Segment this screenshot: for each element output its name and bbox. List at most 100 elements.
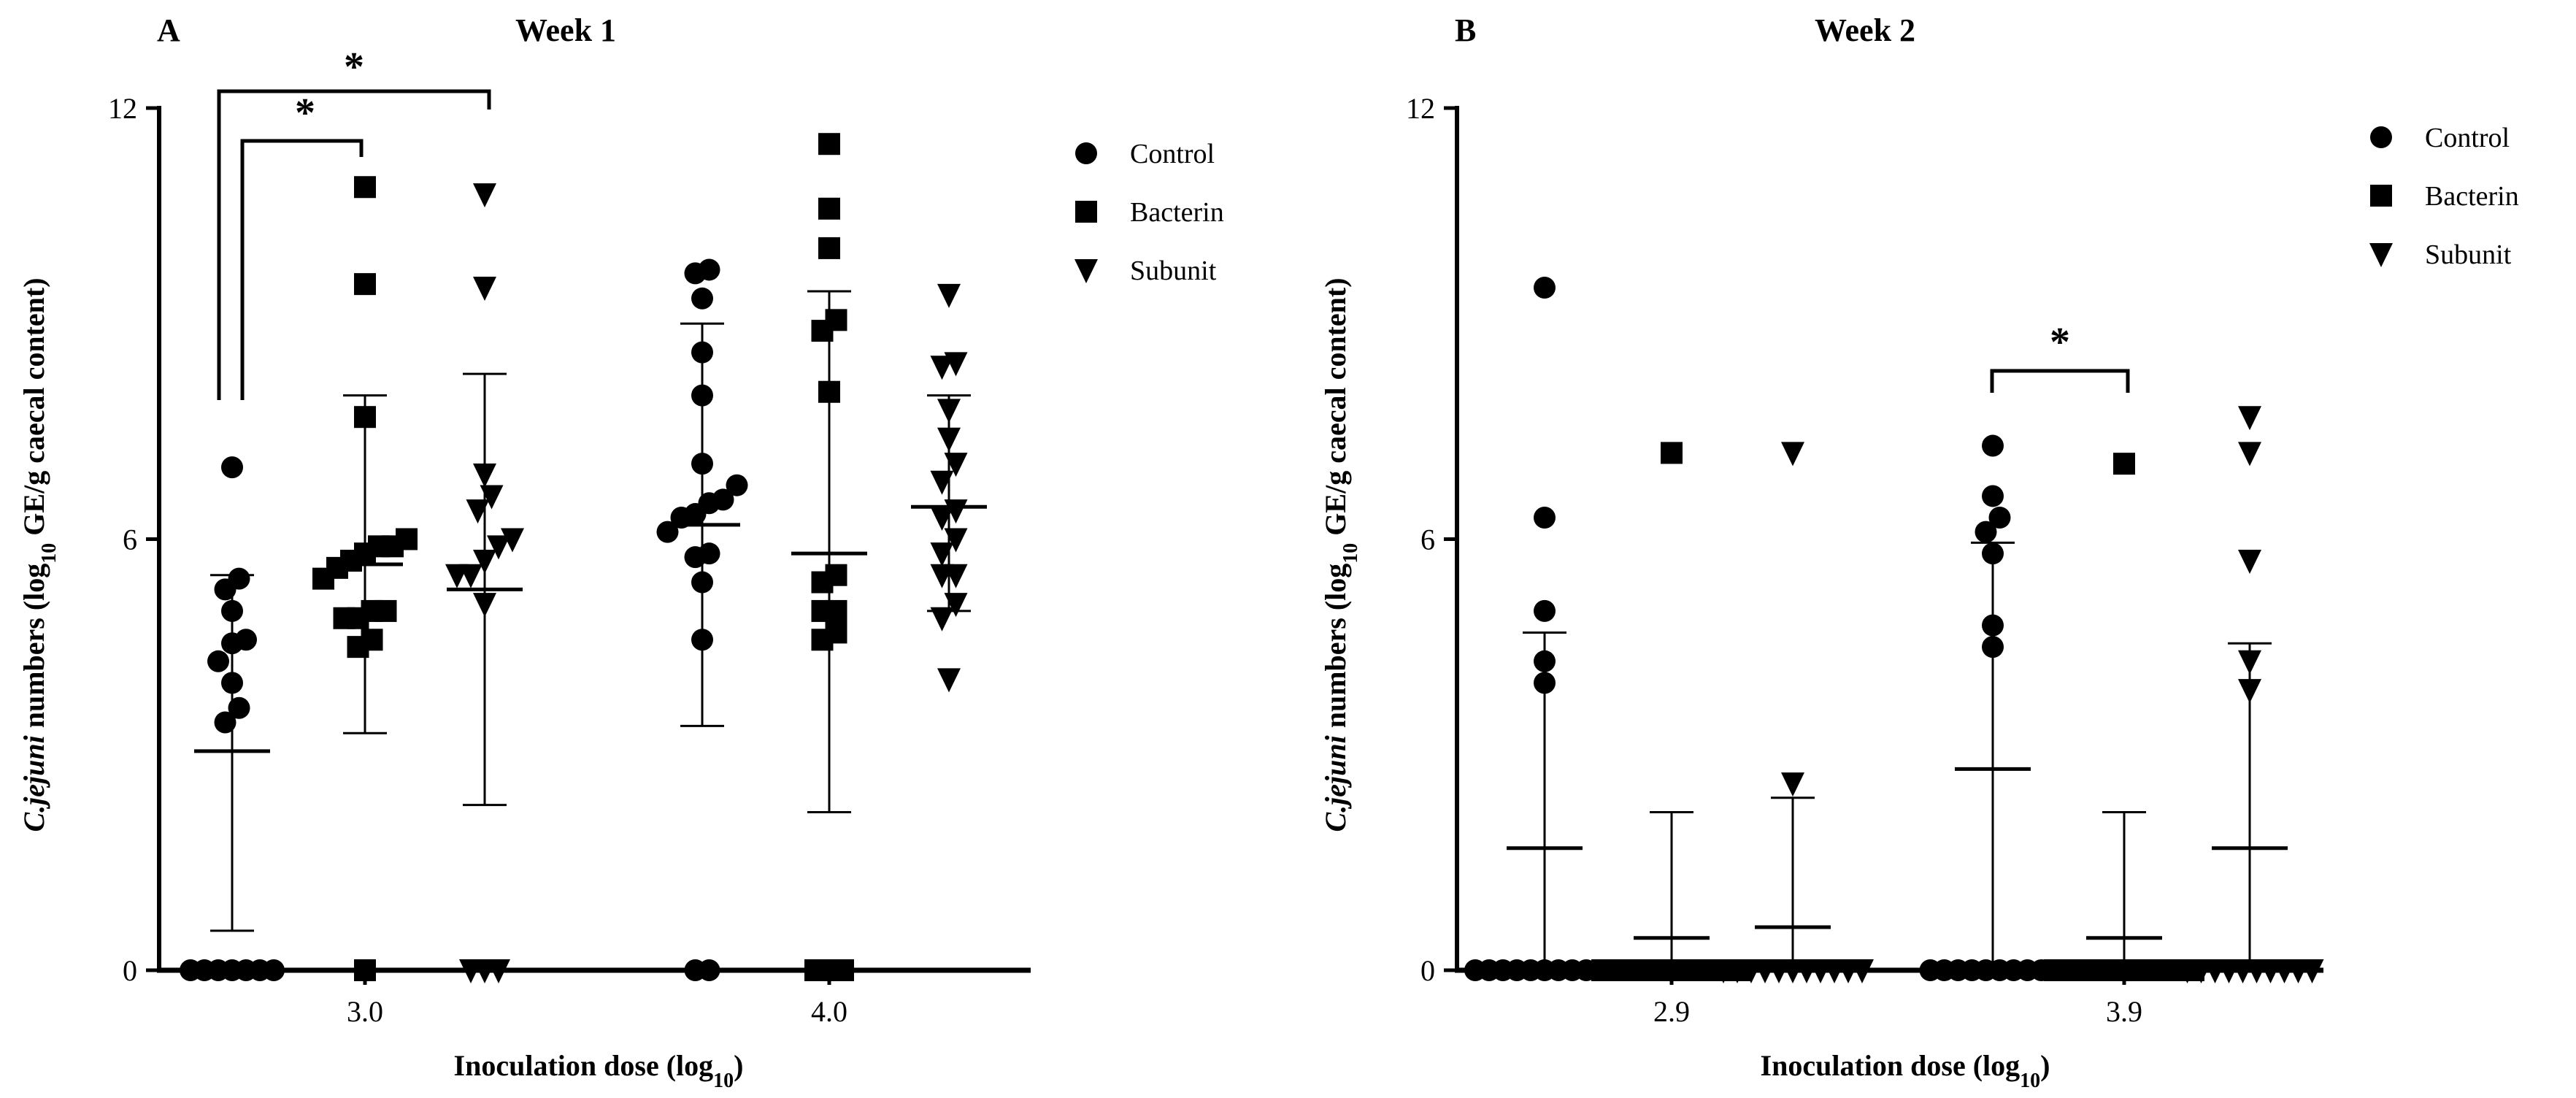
data-point	[354, 176, 376, 199]
data-point	[396, 528, 418, 550]
legend-marker-control	[1075, 142, 1097, 164]
legend-marker-control	[2370, 126, 2392, 148]
data-point	[2300, 959, 2324, 983]
data-point	[2238, 442, 2261, 467]
x-tick-label: 3.0	[347, 995, 383, 1028]
data-point	[818, 133, 840, 156]
data-point	[698, 959, 720, 981]
data-point	[2238, 550, 2261, 575]
significance-bracket: *	[240, 91, 364, 400]
chart-title: Week 1	[515, 12, 616, 48]
data-point	[459, 564, 482, 588]
legend-marker-bacterin	[1075, 201, 1097, 223]
data-point	[937, 283, 961, 308]
x-axis-label: Inoculation dose (log10)	[1761, 1049, 2050, 1092]
data-point	[374, 599, 397, 622]
significance-star: *	[344, 45, 364, 90]
data-point	[354, 273, 376, 296]
data-point	[501, 528, 524, 553]
data-point	[487, 535, 510, 560]
legend-label-subunit: Subunit	[1130, 256, 1217, 286]
data-point	[1781, 442, 1804, 467]
x-tick-label: 3.9	[2106, 995, 2142, 1028]
data-point	[930, 542, 954, 567]
data-point	[263, 959, 285, 981]
series-group-subunit-4.0	[911, 283, 987, 693]
panel-label: A	[157, 12, 180, 48]
y-axis-label: C.jejuni numbers (log10 GE/g caecal cont…	[18, 277, 61, 832]
data-point	[228, 567, 250, 590]
data-point	[1534, 599, 1556, 622]
panel-a: A Week 1 0 6 12 3.0 4.0 Inoculation dose (log10…	[18, 12, 1224, 1092]
data-point	[2238, 406, 2261, 431]
series-group-control-3.0	[180, 456, 285, 981]
y-axis-label: C.jejuni numbers (log10 GE/g caecal cont…	[1319, 277, 1362, 832]
significance-bracket: *	[1990, 320, 2130, 393]
legend-label-control: Control	[1130, 139, 1215, 169]
data-point	[944, 352, 968, 377]
series-group-control-4.0	[656, 258, 748, 981]
data-point	[726, 474, 748, 496]
y-tick-label: 6	[123, 523, 137, 556]
data-point	[1982, 485, 2004, 507]
data-point	[712, 488, 734, 511]
bracket-line	[1990, 369, 2130, 393]
series-group-bacterin-3.0	[312, 176, 418, 981]
data-point	[214, 711, 237, 734]
series-group-bacterin-3.9	[2044, 453, 2204, 981]
data-point	[1534, 506, 1556, 529]
data-point	[473, 183, 496, 208]
data-point	[235, 629, 257, 651]
data-point	[1982, 434, 2004, 457]
chart-title: Week 2	[1815, 12, 1915, 48]
series-group-bacterin-4.0	[791, 133, 867, 981]
x-tick-label: 4.0	[811, 995, 847, 1028]
y-tick-label: 12	[108, 92, 137, 125]
data-point	[930, 356, 954, 380]
data-point	[698, 258, 720, 281]
data-point	[207, 650, 229, 672]
data-point	[1975, 521, 1997, 543]
data-point	[818, 237, 840, 259]
series-group-bacterin-2.9	[1591, 442, 1752, 981]
y-tick-label: 12	[1406, 92, 1435, 125]
data-point	[698, 542, 720, 565]
data-point	[930, 607, 954, 631]
bracket-line	[217, 89, 491, 400]
legend-label-bacterin: Bacterin	[1130, 197, 1224, 228]
legend-marker-subunit	[1074, 259, 1098, 283]
data-point	[1661, 442, 1683, 464]
data-point	[1534, 277, 1556, 299]
data-point	[473, 277, 496, 302]
x-tick-label: 2.9	[1653, 995, 1690, 1028]
significance-star: *	[295, 91, 315, 136]
bracket-line	[240, 139, 364, 400]
significance-star: *	[2050, 320, 2070, 365]
data-point	[1988, 506, 2011, 529]
data-point	[930, 470, 954, 495]
legend-marker-subunit	[2369, 243, 2393, 267]
series-group-control-2.9	[1464, 277, 1625, 981]
y-tick-label: 6	[1420, 523, 1435, 556]
series-group-subunit-2.9	[1712, 442, 1874, 983]
legend-label-subunit: Subunit	[2425, 239, 2512, 270]
data-point	[1781, 772, 1804, 797]
data-point	[228, 696, 250, 719]
series-group-control-3.9	[1919, 434, 2066, 981]
panel-b: B Week 2 0 6 12 2.9 3.9 Inoculation dose (log10…	[1319, 12, 2519, 1092]
legend-marker-bacterin	[2370, 185, 2392, 207]
series-group-subunit-3.0	[445, 183, 524, 983]
series-group-subunit-3.9	[2175, 406, 2324, 983]
y-tick-label: 0	[1420, 954, 1435, 987]
data-point	[832, 959, 854, 981]
data-point	[221, 456, 243, 479]
data-point	[691, 287, 713, 310]
x-axis-label: Inoculation dose (log10)	[454, 1049, 744, 1092]
data-point	[2113, 453, 2135, 475]
legend-label-control: Control	[2425, 123, 2510, 153]
data-point	[354, 959, 376, 981]
data-point	[818, 197, 840, 220]
data-point	[1850, 959, 1874, 983]
data-point	[466, 499, 490, 524]
